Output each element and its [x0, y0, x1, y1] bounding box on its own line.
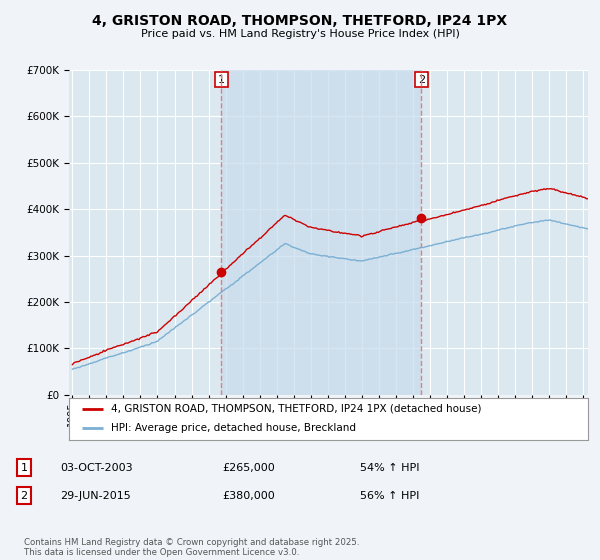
Text: £265,000: £265,000 [222, 463, 275, 473]
Text: 1: 1 [218, 74, 225, 85]
Text: 54% ↑ HPI: 54% ↑ HPI [360, 463, 419, 473]
Text: 1: 1 [20, 463, 28, 473]
Bar [221, 70, 421, 395]
Text: 29-JUN-2015: 29-JUN-2015 [60, 491, 131, 501]
Text: 4, GRISTON ROAD, THOMPSON, THETFORD, IP24 1PX (detached house): 4, GRISTON ROAD, THOMPSON, THETFORD, IP2… [110, 404, 481, 414]
Text: HPI: Average price, detached house, Breckland: HPI: Average price, detached house, Brec… [110, 423, 356, 433]
Text: Contains HM Land Registry data © Crown copyright and database right 2025.
This d: Contains HM Land Registry data © Crown c… [24, 538, 359, 557]
Text: £380,000: £380,000 [222, 491, 275, 501]
Text: 03-OCT-2003: 03-OCT-2003 [60, 463, 133, 473]
Text: 56% ↑ HPI: 56% ↑ HPI [360, 491, 419, 501]
Text: 2: 2 [20, 491, 28, 501]
Text: 4, GRISTON ROAD, THOMPSON, THETFORD, IP24 1PX: 4, GRISTON ROAD, THOMPSON, THETFORD, IP2… [92, 14, 508, 28]
Text: Price paid vs. HM Land Registry's House Price Index (HPI): Price paid vs. HM Land Registry's House … [140, 29, 460, 39]
Text: 2: 2 [418, 74, 425, 85]
